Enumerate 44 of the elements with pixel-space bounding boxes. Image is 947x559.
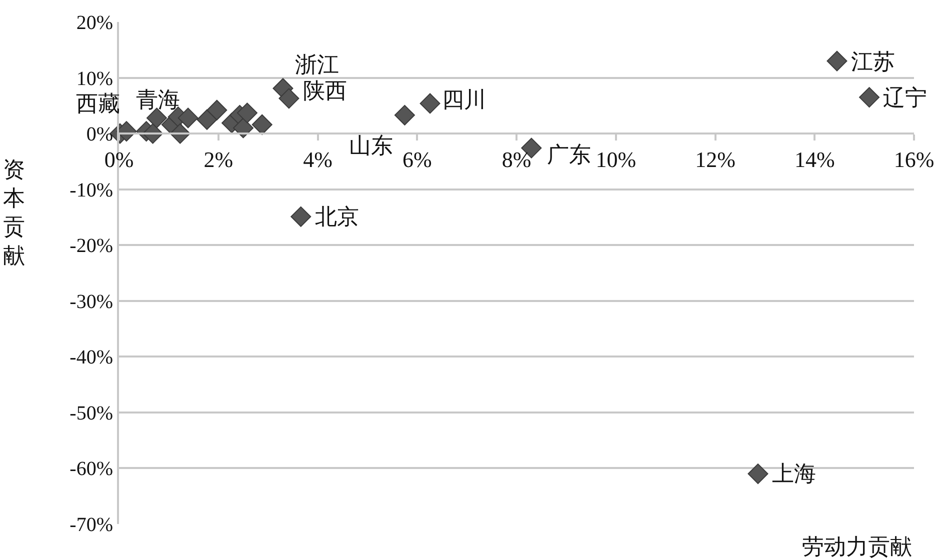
point [859,87,880,108]
annotation: 西藏 [76,91,120,116]
y-tick-label: -40% [70,346,113,369]
x-tick-label: 16% [894,146,934,172]
y-tick-label: 0% [86,124,113,146]
x-tick-label: 12% [695,146,736,172]
annotation: 上海 [772,461,816,486]
point [278,88,300,109]
point [206,100,228,120]
y-tick-label: -50% [70,402,113,424]
x-tick-label: 10% [596,146,636,172]
point [826,50,848,72]
annotation: 浙江 [295,52,339,77]
point [290,206,312,227]
y-axis-title: 资本贡献 [3,157,25,268]
annotation: 四川 [442,87,486,112]
point [196,109,218,130]
x-axis-title: 劳动力贡献 [802,534,912,559]
annotation: 陕西 [303,78,347,103]
x-tick-label: 8% [502,146,532,172]
y-tick-label: -60% [70,458,113,480]
point [748,464,768,484]
x-tick-label: 2% [204,146,234,172]
y-tick-label: -70% [70,514,113,536]
point [236,102,258,124]
annotation: 青海 [136,87,180,112]
point [178,108,198,128]
y-tick-label: -20% [70,235,113,258]
point [394,104,415,126]
y-tick-label: 10% [76,68,113,90]
x-tick-label: 4% [303,146,332,172]
annotation: 辽宁 [883,85,927,110]
x-tick-label: 6% [402,146,432,172]
x-tick-label: 0% [104,146,134,172]
y-tick-label: -30% [70,290,113,313]
annotation: 江苏 [851,49,895,74]
y-tick-label: -10% [70,179,113,202]
x-tick-label: 14% [794,146,835,172]
y-tick-label: 20% [76,12,113,34]
point [252,114,272,135]
annotation: 广东 [547,142,591,167]
annotation: 山东 [349,133,393,158]
point [420,93,440,114]
annotation: 北京 [315,204,359,229]
